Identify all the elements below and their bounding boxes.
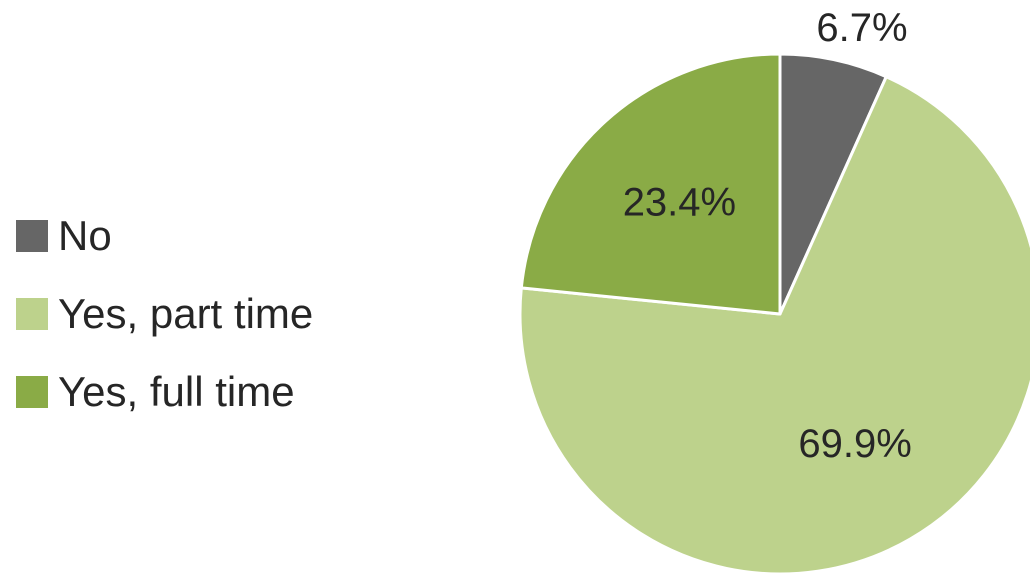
pie-slice-no [778, 52, 888, 316]
legend-swatch-yes-full-time [16, 376, 48, 408]
legend-label-no: No [58, 212, 112, 259]
legend: No Yes, part time Yes, full time [16, 210, 313, 418]
legend-swatch-yes-part-time [16, 298, 48, 330]
legend-item-no: No [16, 210, 313, 262]
legend-label-yes-full-time: Yes, full time [58, 368, 295, 415]
legend-swatch-no [16, 220, 48, 252]
legend-item-yes-part-time: Yes, part time [16, 288, 313, 340]
data-label-yes-part-time: 69.9% [798, 422, 911, 466]
pie-slice-yes-full-time [519, 52, 782, 316]
data-label-no: 6.7% [816, 6, 907, 50]
legend-item-yes-full-time: Yes, full time [16, 366, 313, 418]
data-label-yes-full-time: 23.4% [623, 181, 736, 225]
pie-slice-yes-part-time [518, 75, 1030, 576]
legend-label-yes-part-time: Yes, part time [58, 290, 314, 337]
